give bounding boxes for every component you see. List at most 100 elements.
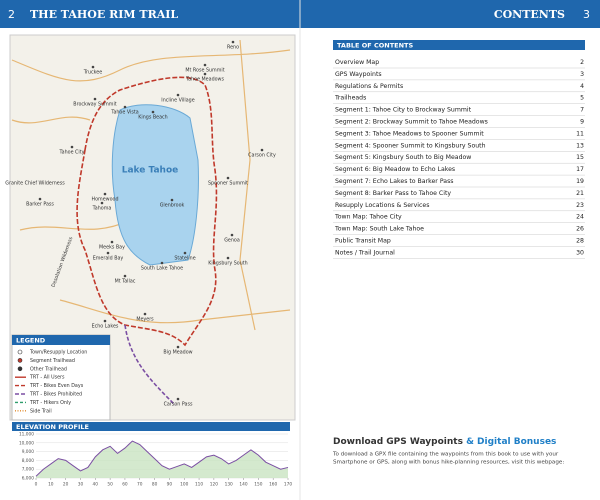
download-text: To download a GPX file containing the wa… (332, 452, 559, 458)
elevation-area (36, 441, 288, 478)
x-tick-label: 50 (107, 482, 113, 488)
map-label: Tahoma (92, 206, 112, 212)
toc-entry: Regulations & Permits (335, 83, 403, 90)
x-tick-label: 80 (152, 482, 158, 488)
map-label: Granite Chief Wilderness (5, 181, 65, 187)
y-tick-label: 6,000 (22, 476, 35, 482)
elevation-band (12, 422, 290, 431)
map-point (230, 233, 234, 237)
toc-entry: Segment 3: Tahoe Meadows to Spooner Summ… (335, 130, 484, 137)
header-title: THE TAHOE RIM TRAIL (30, 8, 178, 21)
y-tick-label: 11,000 (19, 432, 34, 438)
map-point (123, 105, 127, 109)
toc-page: 23 (576, 202, 584, 209)
x-tick-label: 130 (225, 482, 233, 488)
map-label: Mt Tallac (115, 279, 136, 285)
map-label: Kingsbury South (208, 261, 247, 267)
toc-page: 21 (576, 190, 584, 197)
x-tick-label: 30 (78, 482, 84, 488)
map-point (123, 274, 127, 278)
toc-page: 19 (576, 178, 584, 185)
map-label: Glenbrook (160, 203, 185, 209)
toc-page: 30 (576, 249, 584, 256)
map-point (100, 201, 104, 205)
elevation-title: ELEVATION PROFILE (16, 423, 89, 431)
legend-label: TRT - Bikes Even Days (29, 383, 84, 389)
toc-entry: Resupply Locations & Services (335, 202, 429, 209)
map-point (231, 40, 235, 44)
x-tick-label: 110 (195, 482, 203, 488)
toc-page: 26 (576, 226, 584, 233)
y-tick-label: 9,000 (22, 449, 35, 455)
map-label: Genoa (224, 238, 240, 244)
trail-loop (76, 76, 218, 347)
map-point (103, 192, 107, 196)
toc-page: 15 (576, 154, 584, 161)
map-label: Big Meadow (163, 350, 192, 356)
toc-page: 28 (576, 238, 584, 245)
toc-page: 3 (580, 71, 584, 78)
legend-symbol (17, 358, 23, 363)
toc-entry: Trailheads (334, 95, 366, 102)
x-tick-label: 60 (122, 482, 128, 488)
map-label: Lake Tahoe (122, 166, 179, 176)
toc-entry: GPS Waypoints (335, 71, 382, 78)
map-label: Mt Rose Summit (185, 68, 224, 74)
y-tick-label: 7,000 (22, 467, 35, 473)
toc-entry: Notes / Trail Journal (335, 249, 395, 256)
map-label: Meyers (136, 317, 154, 323)
x-tick-label: 140 (239, 482, 247, 488)
toc-page: 2 (580, 59, 584, 66)
x-tick-label: 10 (48, 482, 54, 488)
map-point (170, 198, 174, 202)
x-tick-label: 120 (210, 482, 218, 488)
download-title-b: & Digital Bonuses (466, 437, 556, 447)
legend-title: LEGEND (16, 337, 46, 345)
legend: LEGEND Town/Resupply Location Segment Tra… (11, 334, 111, 421)
legend-label: Side Trail (30, 408, 52, 414)
x-tick-label: 90 (167, 482, 173, 488)
elevation-line (35, 440, 289, 477)
map-point (70, 145, 74, 149)
map-label: Spooner Summit (208, 181, 248, 187)
toc-page: 17 (576, 166, 584, 173)
trail-spur (124, 324, 176, 406)
x-tick-label: 40 (93, 482, 99, 488)
x-tick-label: 150 (254, 482, 262, 488)
legend-label: TRT - Hikers Only (29, 400, 71, 406)
toc-page: 4 (580, 83, 584, 90)
y-tick-label: 8,000 (22, 458, 35, 464)
legend-symbol (17, 349, 23, 355)
toc-entry: Segment 4: Spooner Summit to Kingsbury S… (335, 142, 486, 149)
toc-page: 11 (576, 130, 584, 137)
toc-title: TABLE OF CONTENTS (337, 42, 413, 50)
y-tick-label: 10,000 (19, 440, 34, 446)
map-point (226, 176, 230, 180)
page-number: 2 (8, 8, 15, 21)
page-number: 3 (583, 8, 590, 21)
map-label: Kings Beach (138, 115, 167, 121)
map-point (203, 72, 207, 76)
toc-page: 24 (576, 214, 584, 221)
toc-entry: Town Map: Tahoe City (334, 214, 402, 221)
map-label: South Lake Tahoe (141, 266, 183, 272)
map-point (203, 63, 207, 67)
toc-page: 9 (580, 119, 584, 126)
header-title: CONTENTS (494, 8, 565, 21)
x-tick-label: 100 (180, 482, 188, 488)
map-label: Barker Pass (26, 202, 54, 208)
toc-page: 13 (576, 142, 584, 149)
x-tick-label: 0 (35, 482, 38, 488)
map-point (103, 319, 107, 323)
map-point (143, 312, 147, 316)
download-title: Download GPS Waypoints & Digital Bonuses (333, 437, 556, 447)
map-label: Truckee (83, 70, 102, 76)
map-point (160, 261, 164, 265)
toc-entry: Overview Map (335, 59, 379, 66)
map-label: Homewood (91, 197, 118, 203)
map-point (176, 93, 180, 97)
map-label: Stateline (174, 256, 195, 262)
toc-entry: Public Transit Map (335, 238, 391, 245)
map-label: Emerald Bay (93, 256, 124, 262)
download-title-a: Download GPS Waypoints (333, 437, 463, 447)
